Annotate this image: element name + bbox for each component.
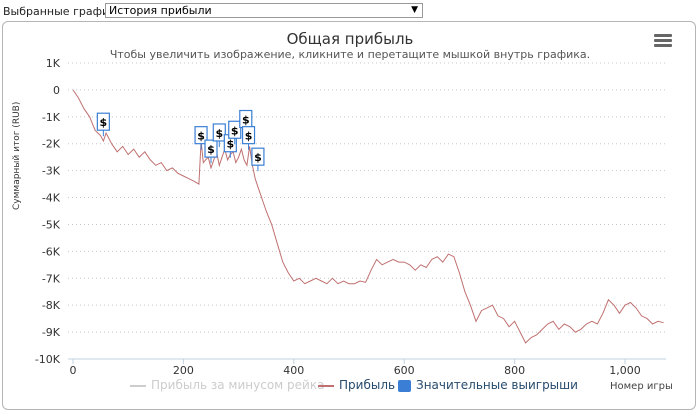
chart-panel [2, 21, 696, 410]
legend-item-profit-minus-rake[interactable]: Прибыль за минусом рейка [130, 378, 324, 392]
profit-series-line [72, 89, 664, 344]
legend-label: Прибыль [339, 378, 396, 392]
legend-swatch [318, 384, 334, 387]
big-win-flag [251, 147, 265, 166]
big-win-flag [241, 126, 256, 145]
big-win-flag [204, 139, 218, 158]
big-win-flag-label: $ [226, 138, 234, 151]
y-tick-label: -5K [42, 218, 61, 231]
legend-swatch [398, 379, 411, 392]
big-win-flag [194, 126, 208, 145]
legend-label: Прибыль за минусом рейка [151, 378, 325, 392]
y-tick-label: -4K [42, 192, 61, 205]
chart-subtitle: Чтобы увеличить изображение, кликните и … [109, 48, 591, 61]
y-tick-label: 0 [53, 84, 60, 97]
x-axis-title: Номер игры [610, 381, 673, 392]
big-win-flag-label: $ [215, 127, 223, 140]
y-tick-label: -9K [42, 326, 61, 339]
x-tick-label: 600 [394, 364, 415, 377]
legend-item-big-wins[interactable]: Значительные выигрыши [398, 378, 578, 392]
big-win-flag [228, 120, 242, 139]
y-tick-label: -2K [42, 138, 61, 151]
y-tick-label: -1K [42, 111, 61, 124]
y-tick-label: -3K [42, 165, 61, 178]
chart-selector-label: Выбранные графики: [3, 5, 127, 18]
y-tick-label: -8K [42, 299, 61, 312]
legend-label: Значительные выигрыши [416, 378, 578, 392]
chart-selector-value: История прибыли [109, 4, 212, 17]
x-tick-label: 800 [504, 364, 525, 377]
big-win-flag-label: $ [254, 151, 262, 164]
x-tick-label: 200 [173, 364, 194, 377]
big-win-flag [96, 112, 110, 131]
big-win-flag-label: $ [100, 116, 108, 129]
y-tick-label: -6K [42, 245, 61, 258]
legend-swatch [130, 384, 146, 387]
y-tick-label: -10K [35, 353, 61, 366]
big-win-flag-label: $ [245, 130, 253, 143]
big-win-flag-label: $ [231, 124, 239, 137]
big-win-flag-label: $ [207, 143, 215, 156]
hamburger-menu-icon[interactable] [654, 34, 672, 48]
big-win-flag-label: $ [197, 130, 205, 143]
y-tick-label: -7K [42, 272, 61, 285]
big-win-flag-label: $ [242, 114, 250, 127]
triangle-down-icon: ▼ [411, 5, 418, 15]
chart-title: Общая прибыль [286, 30, 414, 48]
y-tick-label: 1K [46, 57, 61, 70]
chart-legend: Прибыль за минусом рейка Прибыль Значите… [0, 378, 700, 396]
x-tick-label: 400 [283, 364, 304, 377]
chart-selector-bar: Выбранные графики: История прибыли ▼ [0, 0, 700, 22]
big-win-flag [212, 123, 226, 142]
x-tick-label: 0 [70, 364, 77, 377]
chart-selector-dropdown[interactable]: История прибыли ▼ [105, 3, 423, 18]
x-tick-label: 1,000 [609, 364, 641, 377]
legend-item-profit[interactable]: Прибыль [318, 378, 395, 392]
